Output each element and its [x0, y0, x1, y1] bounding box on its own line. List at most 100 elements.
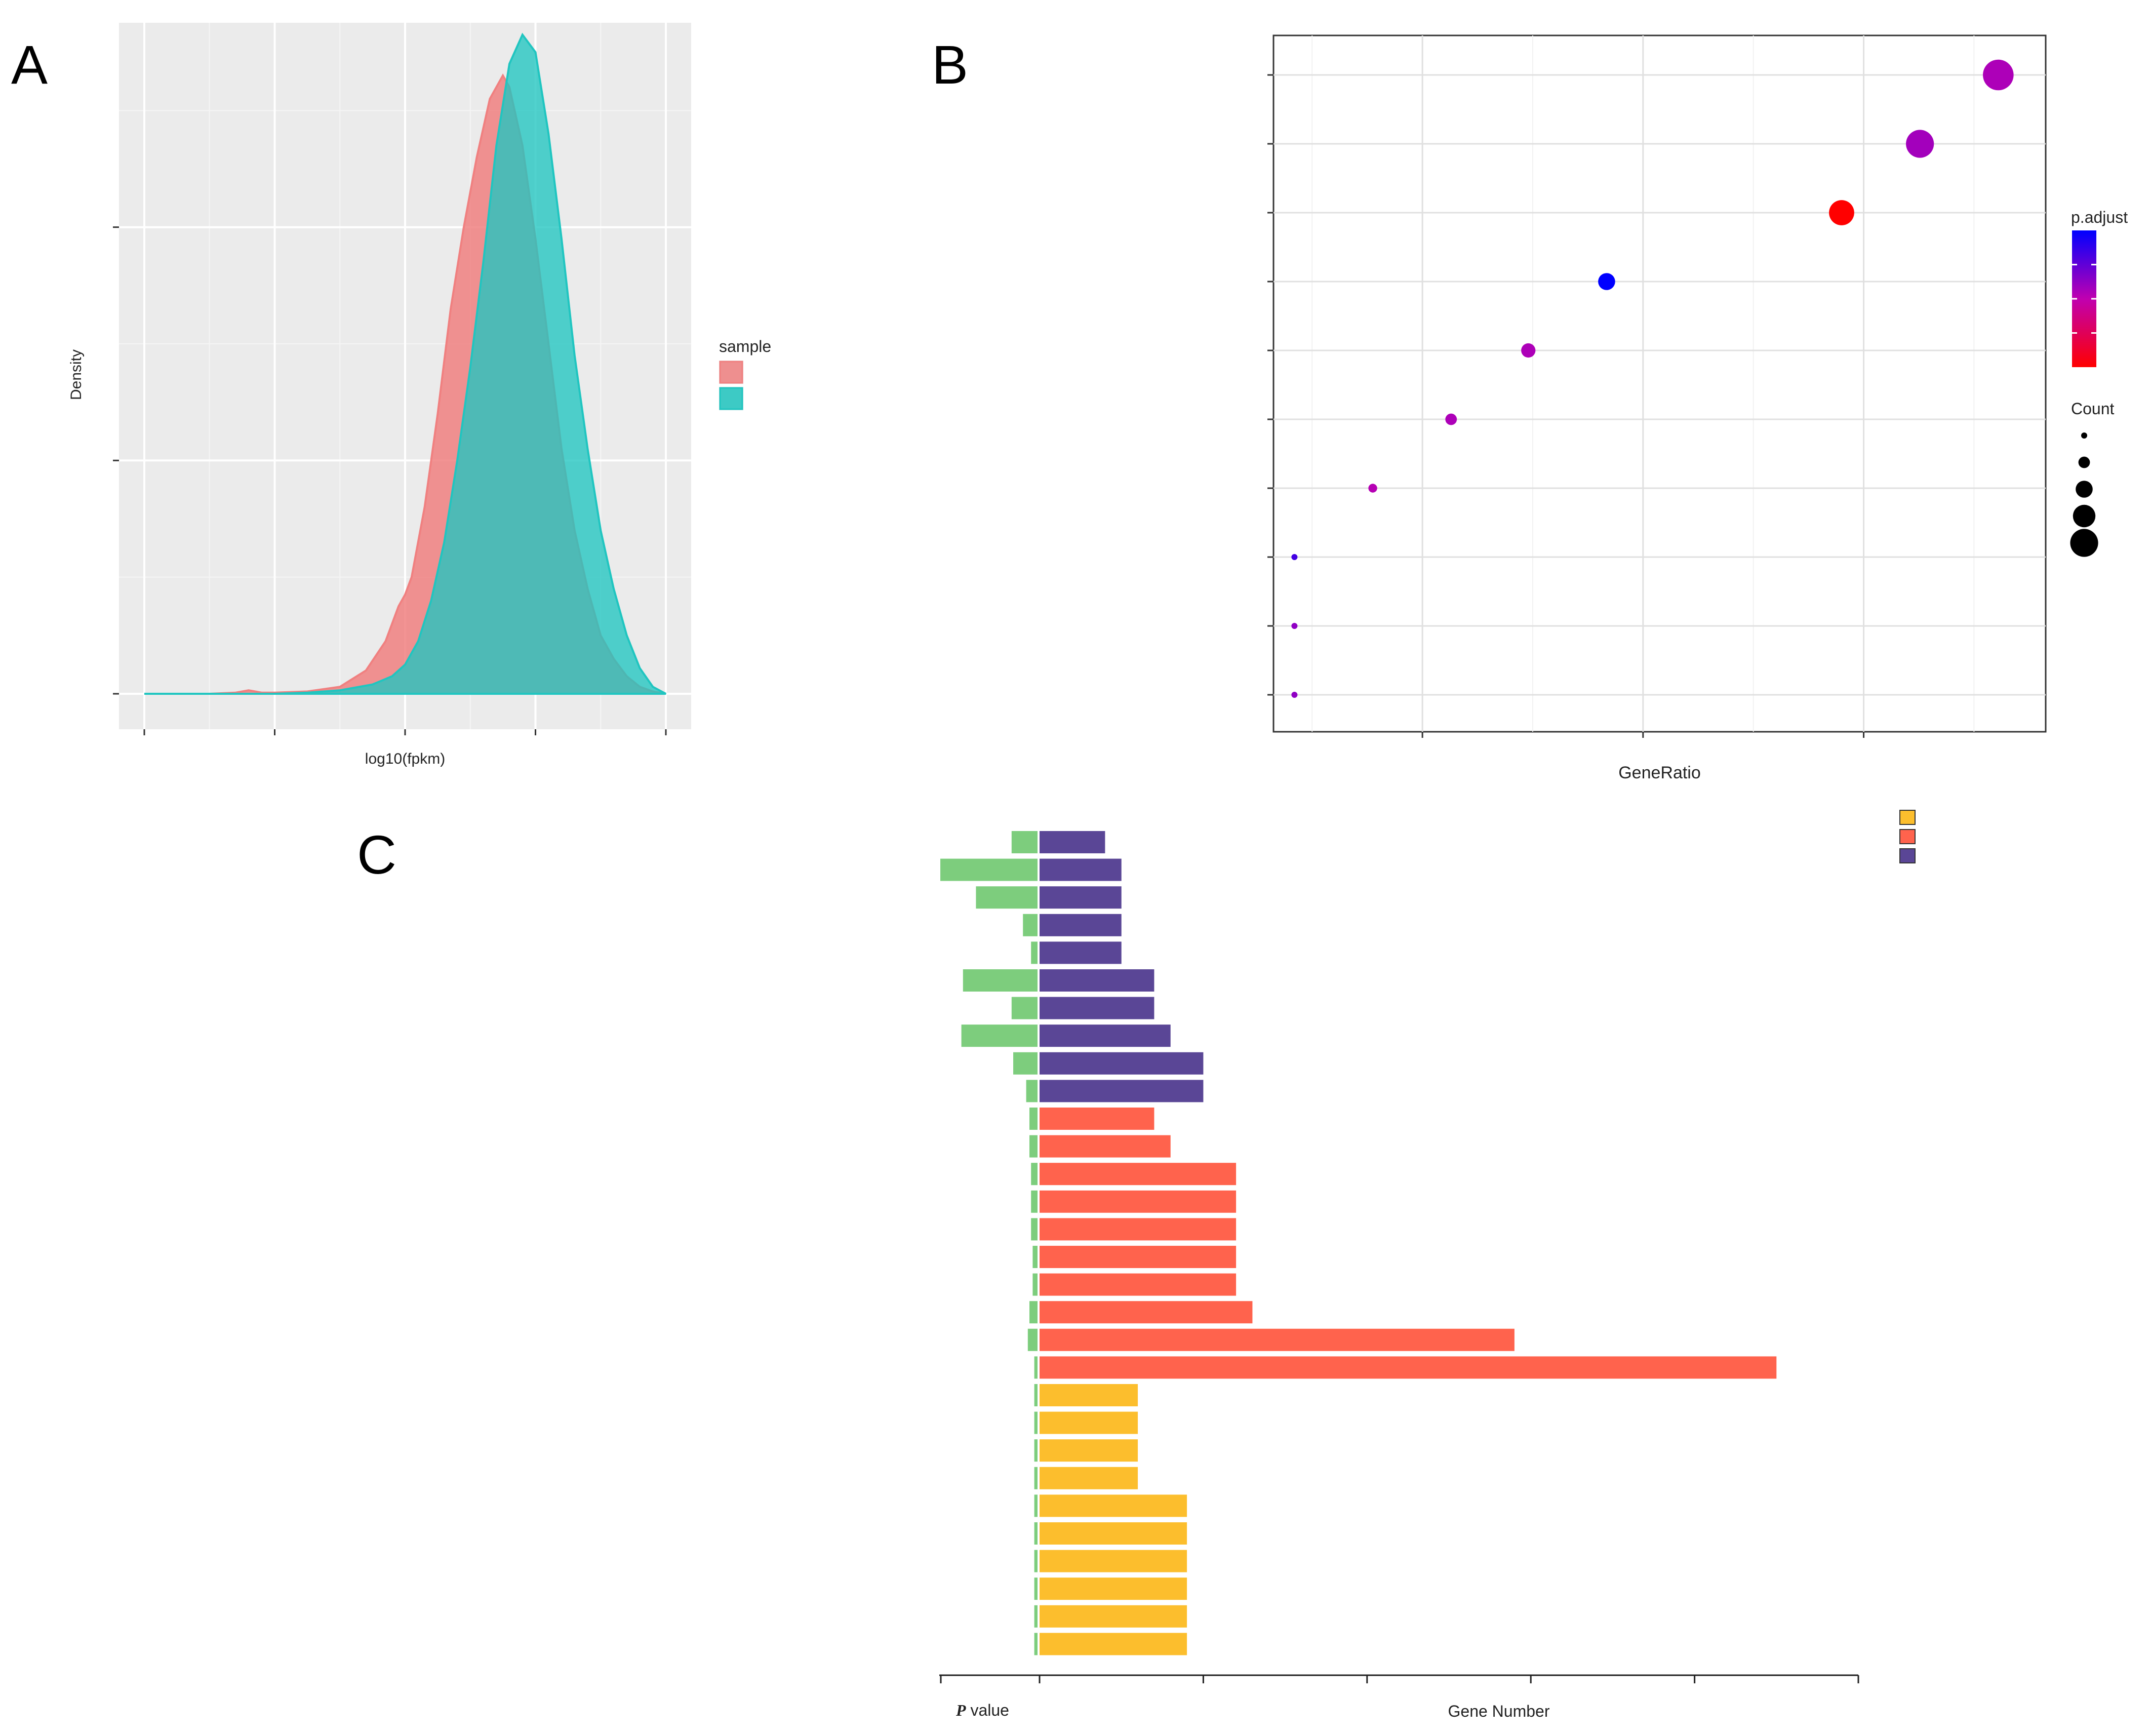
go-row — [963, 969, 1154, 992]
density-legend: sample — [719, 337, 771, 410]
pathway-dot-phenylalanine-tyrosine-and-tryptophan-biosynthesis — [1368, 484, 1377, 493]
panel-label-c: C — [357, 824, 396, 885]
p-value-bar — [1034, 1550, 1038, 1572]
p-value-bar — [1034, 1439, 1038, 1462]
p-value-bar — [1023, 914, 1038, 936]
count-legend-dot — [2076, 481, 2093, 498]
p-value-bar — [1034, 1494, 1038, 1517]
p-value-bar — [1034, 1577, 1038, 1600]
count-legend-title: Count — [2071, 400, 2115, 418]
go-row — [1023, 914, 1122, 936]
gene-count-bar — [1040, 969, 1154, 992]
density-x-axis-label: log10(fpkm) — [365, 751, 445, 767]
p-value-bar — [1031, 941, 1038, 964]
p-value-bar — [1026, 1080, 1038, 1102]
go-row — [1031, 941, 1122, 964]
p-value-bar — [1031, 1163, 1038, 1186]
p-value-bar — [1032, 1273, 1038, 1296]
gene-count-bar — [1040, 1467, 1138, 1489]
go-row — [1031, 1163, 1237, 1186]
pathway-dot-one-carbon-pool-by-folate — [1291, 692, 1298, 698]
gene-count-bar — [1040, 1494, 1187, 1517]
go-row — [1011, 997, 1154, 1019]
p-value-bar — [1034, 1633, 1038, 1655]
gene-count-bar — [1040, 1108, 1154, 1130]
go-row — [1034, 1550, 1187, 1572]
count-legend-dot — [2081, 432, 2087, 439]
go-row — [1029, 1301, 1253, 1324]
go-row — [1032, 1246, 1237, 1268]
gene-count-bar — [1040, 1080, 1204, 1102]
go-category-legend — [1899, 810, 1916, 863]
density-axes — [113, 226, 667, 735]
go-row — [1034, 1411, 1138, 1434]
legend-swatch-k88 — [719, 361, 743, 384]
p-value-bar — [1034, 1356, 1038, 1379]
p-value-bar — [1031, 1190, 1038, 1213]
gene-count-bar — [1040, 1052, 1204, 1075]
gene-count-bar — [1040, 1577, 1187, 1600]
enrichment-dot-plot: GeneRatio p.adjust Count — [1267, 34, 2128, 782]
gene-number-axis-label: Gene Number — [1448, 1702, 1550, 1720]
p-value-bar — [1029, 1135, 1038, 1158]
go-row — [1029, 1135, 1171, 1158]
p-value-bar — [1034, 1384, 1038, 1406]
panel-label-b: B — [932, 34, 968, 95]
go-row — [1034, 1384, 1138, 1406]
pathway-dot-ribosome — [1906, 130, 1934, 158]
panel-label-a: A — [11, 34, 48, 95]
pathway-dot-alanine-aspartate-and-glutamate-metabolism — [1521, 343, 1536, 358]
p-value-bar — [1034, 1467, 1038, 1489]
p-adjust-colorbar: p.adjust — [2071, 208, 2128, 367]
p-value-bar — [1032, 1246, 1038, 1268]
legend-swatch-mf — [1899, 848, 1916, 863]
p-value-bar — [1029, 1108, 1038, 1130]
density-areas — [144, 32, 666, 695]
go-row — [1034, 1605, 1187, 1628]
gene-count-bar — [1040, 1356, 1777, 1379]
p-adjust-legend-title: p.adjust — [2071, 208, 2128, 226]
go-row — [976, 886, 1122, 909]
p-value-bar — [1034, 1522, 1038, 1545]
go-row — [1029, 1108, 1154, 1130]
density-area-ne-k88 — [144, 32, 666, 695]
pathway-dot-pyrimidine-metabolism — [1598, 273, 1615, 290]
count-legend-dot — [2078, 456, 2090, 468]
gene-count-bar — [1040, 1384, 1138, 1406]
go-x-axis — [939, 1674, 1859, 1683]
p-value-bar — [1013, 1052, 1038, 1075]
density-y-axis-label: Density — [68, 349, 85, 400]
go-row — [1027, 1328, 1515, 1351]
pathway-dot-lysine-degradation — [1291, 554, 1298, 560]
gene-count-bar — [1040, 1605, 1187, 1628]
p-value-symbol: P — [955, 1701, 966, 1719]
go-row — [940, 858, 1122, 881]
count-legend-dot — [2073, 504, 2096, 528]
gene-count-bar — [1040, 1633, 1187, 1655]
p-value-bar — [963, 969, 1038, 992]
gene-count-bar — [1040, 1522, 1187, 1545]
pathway-dot-purine-metabolism — [1983, 59, 2014, 91]
go-row — [1034, 1439, 1138, 1462]
go-row — [1031, 1190, 1237, 1213]
gene-count-bar — [1040, 886, 1122, 909]
legend-swatch-cc — [1899, 829, 1916, 844]
dot-plot-x-ticks — [1421, 732, 1865, 738]
dot-plot-x-axis-label: GeneRatio — [1618, 763, 1701, 782]
gene-count-bar — [1040, 1218, 1237, 1241]
gene-count-bar — [1040, 1163, 1237, 1186]
go-row — [1026, 1080, 1204, 1102]
go-row — [1031, 1218, 1237, 1241]
gene-count-bar — [1040, 1190, 1237, 1213]
p-value-bar — [961, 1024, 1038, 1047]
go-row — [1011, 831, 1105, 853]
gene-count-bar — [1040, 997, 1154, 1019]
go-row — [1032, 1273, 1237, 1296]
gene-count-bar — [1040, 1550, 1187, 1572]
count-size-legend: Count — [2070, 400, 2115, 557]
go-row — [1013, 1052, 1204, 1075]
go-row — [1034, 1577, 1187, 1600]
gene-count-bar — [1040, 1328, 1515, 1351]
pathway-dot-phenylalanine-metabolism — [1829, 200, 1854, 225]
